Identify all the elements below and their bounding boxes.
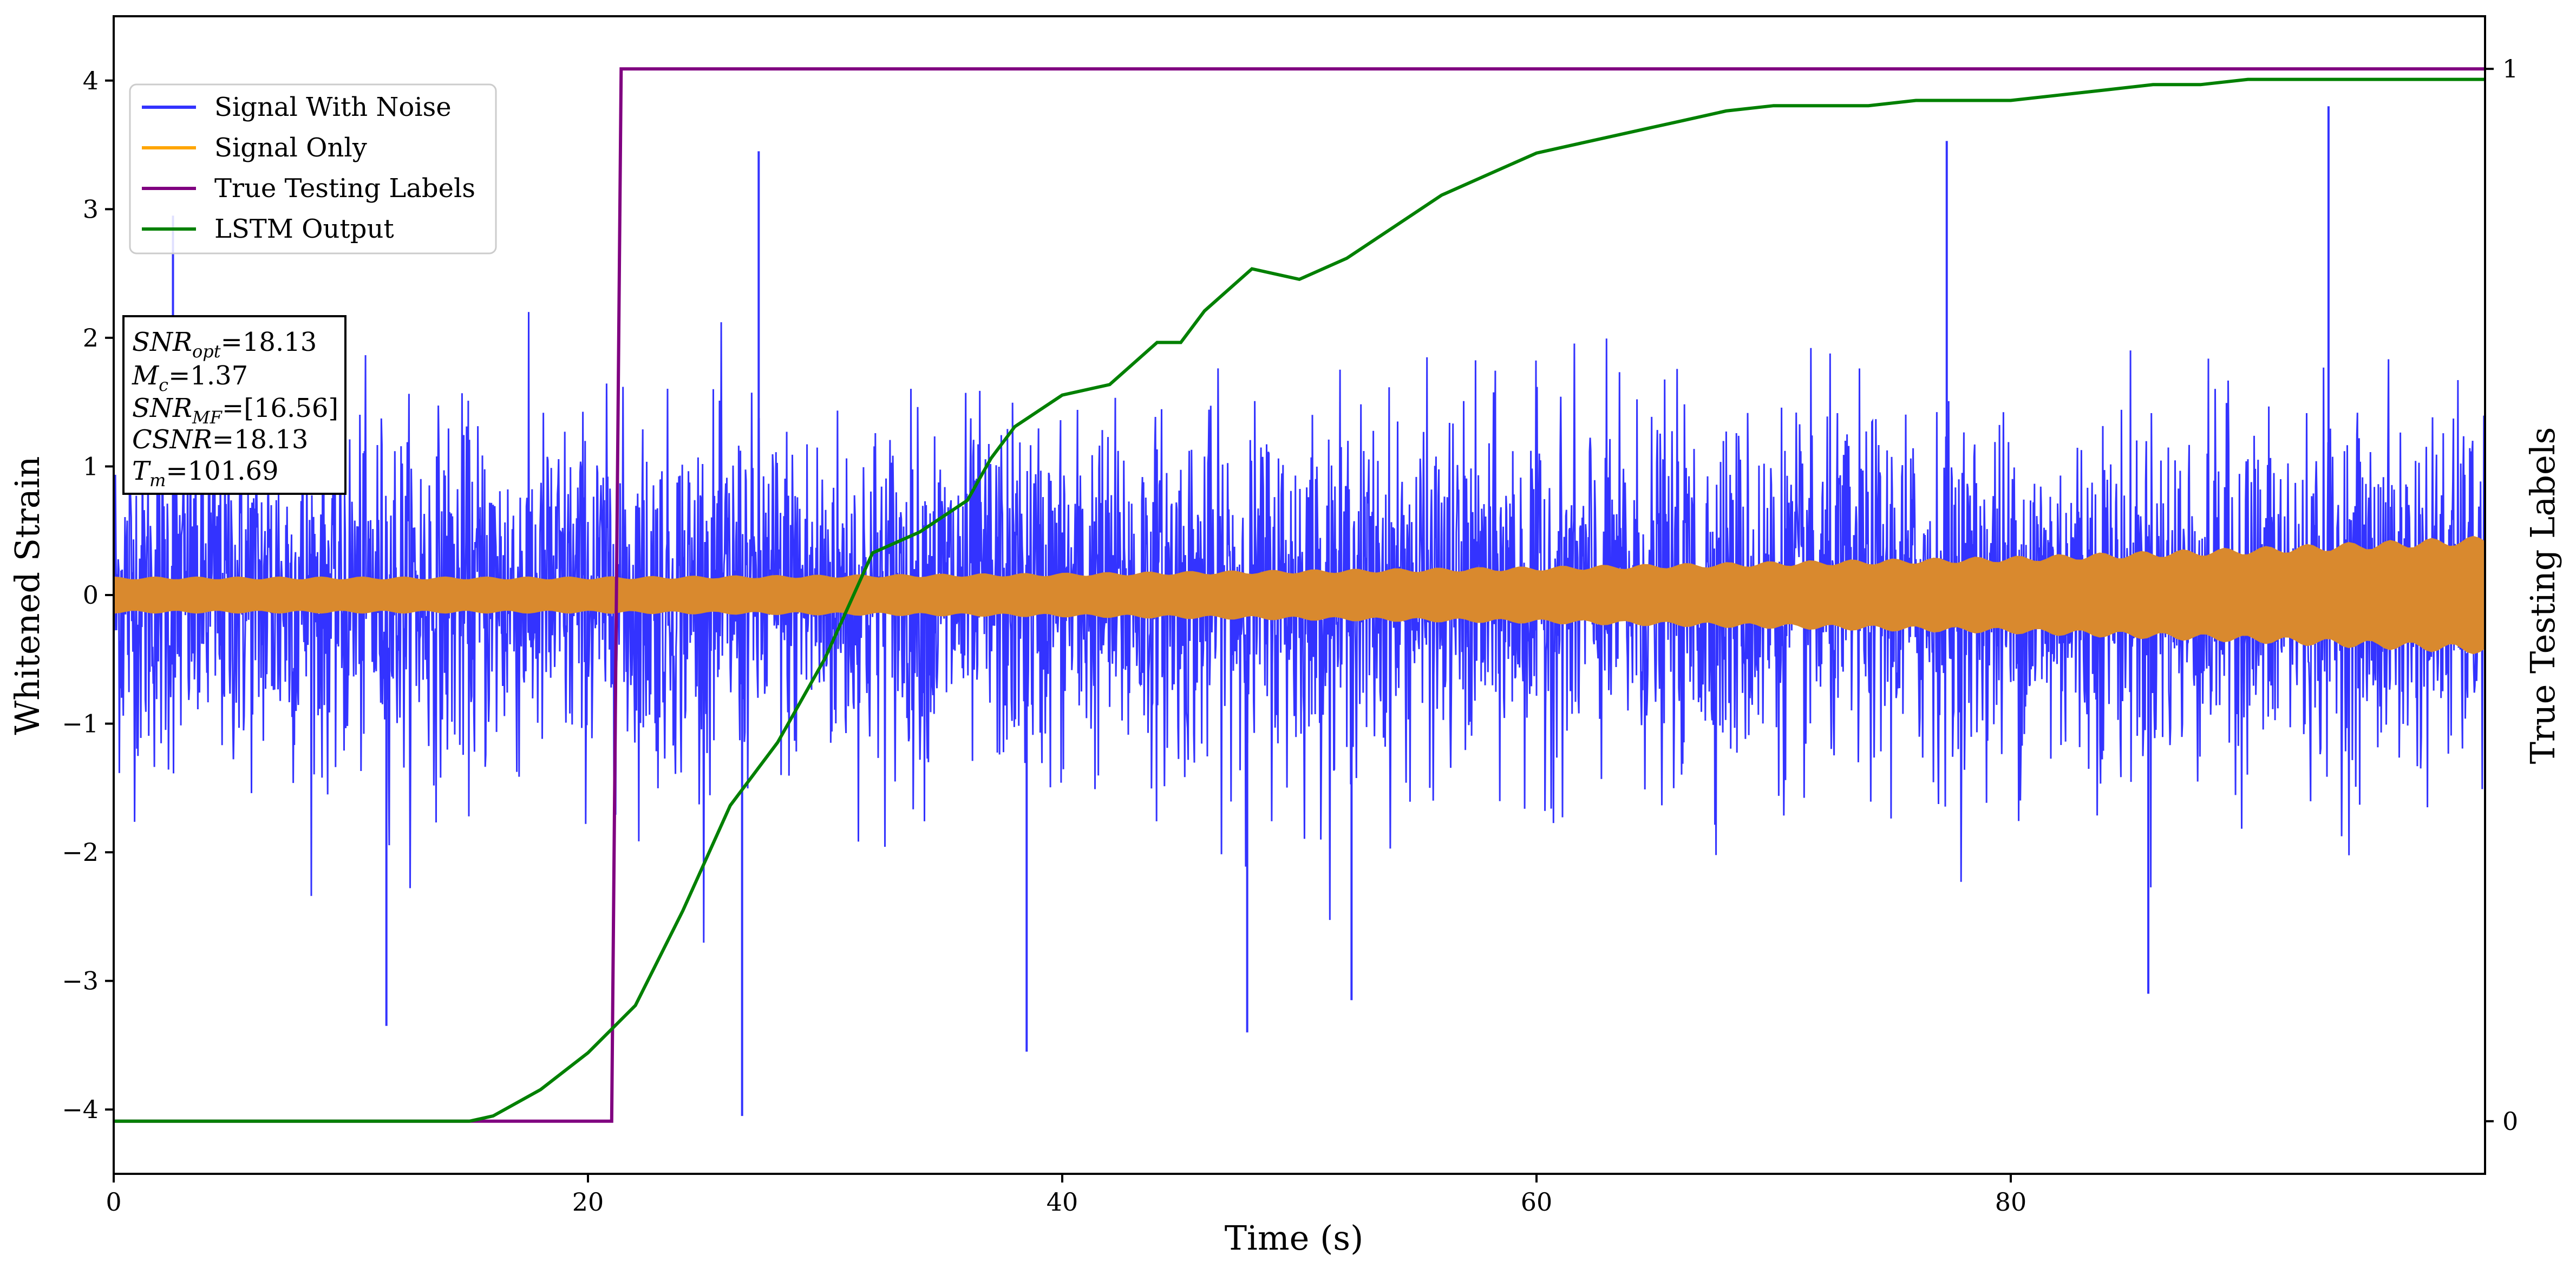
- y2-tick-label: 1: [2502, 54, 2518, 83]
- x-axis: 0 20 40 60 80: [106, 1174, 2026, 1217]
- legend-label-true-testing-labels: True Testing Labels: [214, 173, 475, 204]
- y-tick-label: −3: [62, 966, 99, 996]
- legend-box: [129, 83, 497, 254]
- legend-label-signal-with-noise: Signal With Noise: [214, 92, 452, 122]
- legend-label-lstm-output: LSTM Output: [214, 214, 394, 244]
- legend: Signal With Noise Signal Only True Testi…: [129, 83, 497, 254]
- y-tick-label: 0: [83, 580, 99, 610]
- plot-area: [114, 67, 2485, 1123]
- annotation-csnr: CSNR=18.13: [132, 424, 308, 455]
- x-axis-label: Time (s): [1225, 1218, 1364, 1258]
- y-tick-label: −4: [62, 1095, 99, 1124]
- y-tick-label: 4: [83, 66, 99, 95]
- x-tick-label: 80: [1995, 1187, 2027, 1217]
- x-tick-label: 0: [106, 1187, 121, 1217]
- y-tick-label: 3: [83, 194, 99, 224]
- signal-envelope: [114, 535, 2485, 655]
- annotation-snr-opt: SNRopt=18.13: [132, 327, 317, 362]
- y2-tick-label: 0: [2502, 1107, 2518, 1136]
- legend-label-signal-only: Signal Only: [214, 133, 367, 163]
- annotation-snr-mf: SNRMF=[16.56]: [132, 393, 338, 428]
- y-tick-label: 2: [83, 323, 99, 352]
- y-axis-left: −4 −3 −2 −1 0 1 2 3 4: [62, 66, 114, 1124]
- y2-axis-label: True Testing Labels: [2523, 427, 2562, 765]
- x-tick-label: 20: [572, 1187, 604, 1217]
- y-tick-label: 1: [83, 452, 99, 481]
- series-signal-with-noise: [114, 106, 2485, 1116]
- y-axis-right: 01: [2485, 54, 2518, 1136]
- series-lstm-output: [114, 77, 2485, 1123]
- y-tick-label: −1: [62, 709, 99, 739]
- annotation-box: SNRopt=18.13 Mc=1.37 SNRMF=[16.56] CSNR=…: [122, 315, 346, 495]
- annotation-frame: [122, 315, 346, 495]
- y-tick-label: −2: [62, 838, 99, 867]
- x-tick-label: 60: [1521, 1187, 1553, 1217]
- x-tick-label: 40: [1047, 1187, 1078, 1217]
- series-signal-only: [114, 535, 2485, 655]
- annotation-tm: Tm=101.69: [132, 456, 279, 491]
- y-axis-label: Whitened Strain: [8, 456, 47, 735]
- annotation-mc: Mc=1.37: [132, 361, 248, 395]
